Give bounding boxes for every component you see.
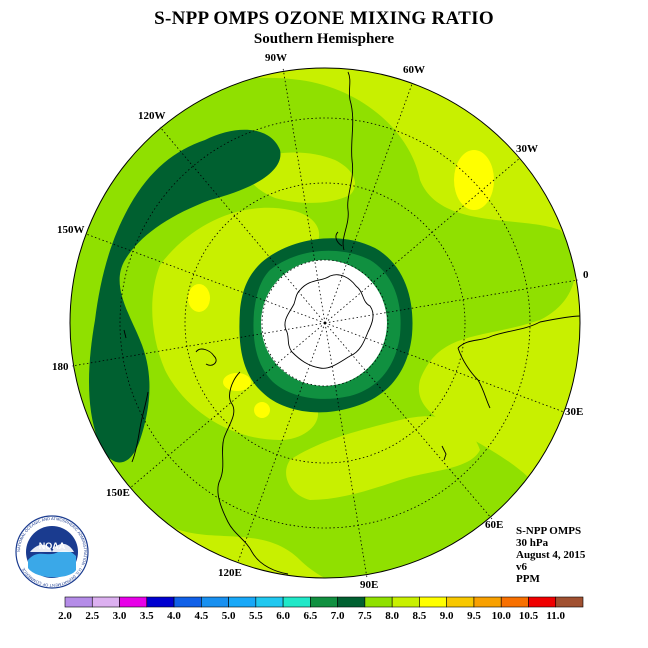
colorbar-tick-label: 9.0 <box>440 610 454 622</box>
lon-label-180: 180 <box>52 361 69 373</box>
meridians <box>71 67 579 579</box>
info-instrument: S-NPP OMPS <box>516 525 582 537</box>
contour-8-5-160e <box>254 402 270 418</box>
colorbar-tick-label: 9.5 <box>467 610 481 622</box>
colorbar-swatch <box>528 596 557 608</box>
colorbar-swatch <box>391 596 420 608</box>
map-info: S-NPP OMPS 30 hPa August 4, 2015 v6 PPM <box>516 525 585 585</box>
lon-label-90w: 90W <box>265 52 287 64</box>
contour-8-5-150w <box>188 284 210 312</box>
ozone-field <box>70 68 580 578</box>
colorbar: 2.0 2.5 3.0 3.5 4.0 4.5 5.0 5.5 6.0 6.5 7.0 7.5 8.0 8… <box>58 596 584 622</box>
map-title: S-NPP OMPS OZONE MIXING RATIO <box>154 8 494 29</box>
colorbar-swatch <box>173 596 202 608</box>
colorbar-tick-label: 6.5 <box>303 610 317 622</box>
colorbar-swatch <box>255 596 284 608</box>
lon-label-90e: 90E <box>360 579 378 591</box>
colorbar-tick-label: 5.0 <box>222 610 236 622</box>
colorbar-tick-label: 8.5 <box>413 610 427 622</box>
colorbar-swatch <box>473 596 502 608</box>
colorbar-tick-label: 7.5 <box>358 610 372 622</box>
colorbar-swatch <box>500 596 529 608</box>
contour-7-0-west <box>89 129 281 463</box>
colorbar-tick-label: 4.0 <box>167 610 181 622</box>
colorbar-swatch <box>228 596 257 608</box>
colorbar-swatch <box>446 596 475 608</box>
map-subtitle: Southern Hemisphere <box>253 31 395 47</box>
colorbar-tick-label: 10.0 <box>492 610 512 622</box>
colorbar-swatch <box>146 596 175 608</box>
lon-label-30w: 30W <box>516 143 538 155</box>
colorbar-swatch <box>91 596 120 608</box>
colorbar-tick-label: 10.5 <box>519 610 539 622</box>
colorbar-swatch <box>64 596 93 608</box>
colorbar-tick-label: 8.0 <box>385 610 399 622</box>
latitude-circles <box>119 117 531 529</box>
lon-label-60e: 60E <box>485 519 503 531</box>
lon-label-150w: 150W <box>57 224 85 236</box>
lon-label-120w: 120W <box>138 110 166 122</box>
lon-label-0: 0 <box>583 269 589 281</box>
contour-8-0-inner-south <box>286 416 480 500</box>
colorbar-swatch <box>201 596 229 608</box>
noaa-logo-text: NOAA <box>39 541 66 551</box>
colorbar-tick-label: 3.5 <box>140 610 154 622</box>
colorbar-swatch <box>555 596 584 608</box>
info-level: 30 hPa <box>516 537 549 549</box>
contour-8-5-30w <box>454 150 494 210</box>
colorbar-swatch <box>364 596 393 608</box>
colorbar-tick-label: 5.5 <box>249 610 263 622</box>
colorbar-swatch <box>119 596 148 608</box>
noaa-logo: NOAA NATIONAL OCEANIC AND ATMOSPHERIC AD… <box>15 515 89 589</box>
lon-label-120e: 120E <box>218 567 242 579</box>
info-units: PPM <box>516 573 540 585</box>
colorbar-swatch <box>337 596 366 608</box>
colorbar-tick-label: 3.0 <box>113 610 127 622</box>
colorbar-tick-label: 2.5 <box>85 610 99 622</box>
contour-8-5-180 <box>223 373 251 391</box>
map-boundary <box>69 67 581 579</box>
lon-label-150e: 150E <box>106 487 130 499</box>
info-date: August 4, 2015 <box>516 549 586 561</box>
lon-label-30e: 30E <box>565 406 583 418</box>
colorbar-tick-label: 6.0 <box>276 610 290 622</box>
colorbar-tick-label: 7.0 <box>331 610 345 622</box>
lon-label-60w: 60W <box>403 64 425 76</box>
colorbar-tick-label: 2.0 <box>58 610 72 622</box>
info-version: v6 <box>516 561 527 573</box>
coastlines <box>123 71 581 575</box>
colorbar-swatch <box>310 596 338 608</box>
colorbar-tick-label: 11.0 <box>546 610 565 622</box>
colorbar-swatch <box>282 596 311 608</box>
colorbar-swatch <box>419 596 447 608</box>
colorbar-tick-label: 4.5 <box>194 610 208 622</box>
